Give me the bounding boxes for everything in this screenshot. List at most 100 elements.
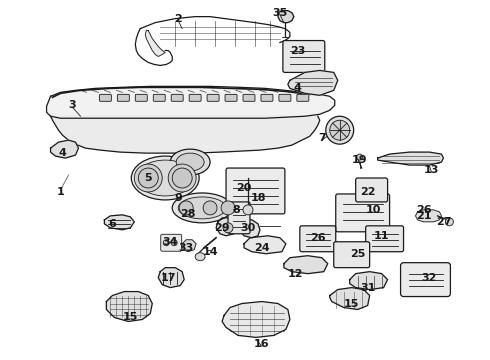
Text: 13: 13	[424, 165, 439, 175]
Text: 35: 35	[272, 8, 288, 18]
FancyBboxPatch shape	[161, 234, 182, 251]
FancyBboxPatch shape	[283, 41, 325, 72]
FancyBboxPatch shape	[334, 242, 369, 268]
Polygon shape	[378, 152, 443, 165]
Ellipse shape	[170, 149, 210, 175]
Polygon shape	[47, 86, 335, 118]
Text: 29: 29	[214, 223, 230, 233]
Text: 10: 10	[366, 205, 381, 215]
FancyBboxPatch shape	[189, 94, 201, 101]
Circle shape	[326, 116, 354, 144]
Text: 16: 16	[254, 339, 270, 349]
Polygon shape	[284, 256, 328, 274]
Circle shape	[243, 205, 253, 215]
FancyBboxPatch shape	[300, 226, 336, 252]
Polygon shape	[350, 272, 388, 289]
Text: 9: 9	[174, 193, 182, 203]
Polygon shape	[182, 240, 196, 252]
Circle shape	[221, 201, 235, 215]
Text: 2: 2	[174, 14, 182, 24]
Ellipse shape	[195, 253, 205, 261]
Text: 7: 7	[318, 133, 326, 143]
FancyBboxPatch shape	[400, 263, 450, 297]
FancyBboxPatch shape	[153, 94, 165, 101]
Circle shape	[330, 120, 350, 140]
Text: 32: 32	[422, 273, 437, 283]
Circle shape	[203, 201, 217, 215]
FancyBboxPatch shape	[297, 94, 309, 101]
Circle shape	[223, 223, 233, 233]
Text: 23: 23	[290, 45, 306, 55]
Circle shape	[163, 240, 169, 246]
Circle shape	[357, 154, 363, 160]
Polygon shape	[278, 11, 294, 23]
Text: 15: 15	[122, 312, 138, 323]
Text: 18: 18	[250, 193, 266, 203]
Text: 25: 25	[350, 249, 366, 259]
Text: 15: 15	[344, 298, 359, 309]
FancyBboxPatch shape	[135, 94, 147, 101]
Text: 4: 4	[59, 148, 67, 158]
Polygon shape	[106, 292, 152, 321]
Text: 34: 34	[163, 237, 178, 247]
Text: 24: 24	[254, 243, 270, 253]
Polygon shape	[50, 140, 78, 158]
FancyBboxPatch shape	[336, 194, 390, 232]
Polygon shape	[240, 220, 260, 238]
Text: 4: 4	[294, 84, 302, 93]
Text: 14: 14	[202, 247, 218, 257]
Text: 12: 12	[288, 269, 304, 279]
Text: 11: 11	[374, 231, 390, 241]
Ellipse shape	[178, 197, 226, 219]
Text: 33: 33	[178, 243, 194, 253]
Text: 1: 1	[57, 187, 64, 197]
FancyBboxPatch shape	[118, 94, 129, 101]
FancyBboxPatch shape	[261, 94, 273, 101]
FancyBboxPatch shape	[356, 178, 388, 202]
Text: 21: 21	[416, 211, 431, 221]
Text: 26: 26	[310, 233, 326, 243]
Circle shape	[138, 168, 158, 188]
Text: 19: 19	[352, 155, 368, 165]
Text: 27: 27	[436, 217, 451, 227]
Polygon shape	[222, 302, 290, 337]
Ellipse shape	[136, 160, 194, 196]
Text: 28: 28	[180, 209, 196, 219]
Text: 22: 22	[360, 187, 375, 197]
Text: 5: 5	[145, 173, 152, 183]
Text: 30: 30	[241, 223, 256, 233]
Text: 8: 8	[232, 205, 240, 215]
Text: 26: 26	[416, 205, 431, 215]
Polygon shape	[216, 218, 238, 236]
Ellipse shape	[176, 153, 204, 171]
Ellipse shape	[172, 193, 232, 223]
FancyBboxPatch shape	[225, 94, 237, 101]
FancyBboxPatch shape	[366, 226, 404, 252]
Text: 17: 17	[160, 273, 176, 283]
FancyBboxPatch shape	[171, 94, 183, 101]
Polygon shape	[145, 31, 165, 57]
Circle shape	[179, 201, 193, 215]
Circle shape	[171, 240, 177, 246]
FancyBboxPatch shape	[207, 94, 219, 101]
Circle shape	[168, 164, 196, 192]
Polygon shape	[330, 288, 369, 310]
Polygon shape	[244, 236, 286, 254]
FancyBboxPatch shape	[243, 94, 255, 101]
FancyBboxPatch shape	[279, 94, 291, 101]
Text: 6: 6	[108, 219, 116, 229]
Polygon shape	[50, 116, 320, 153]
Polygon shape	[288, 71, 338, 95]
Polygon shape	[158, 268, 184, 288]
FancyBboxPatch shape	[226, 168, 285, 214]
FancyBboxPatch shape	[99, 94, 111, 101]
Circle shape	[445, 218, 453, 226]
Polygon shape	[416, 210, 441, 222]
Circle shape	[134, 164, 162, 192]
FancyBboxPatch shape	[228, 202, 250, 234]
Ellipse shape	[131, 156, 199, 200]
Polygon shape	[104, 215, 134, 230]
Text: 31: 31	[360, 283, 375, 293]
Circle shape	[172, 168, 192, 188]
Text: 3: 3	[69, 100, 76, 110]
